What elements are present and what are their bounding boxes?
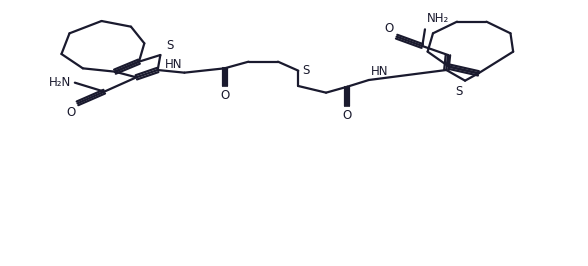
Text: HN: HN <box>371 65 388 78</box>
Text: H₂N: H₂N <box>49 76 71 89</box>
Text: O: O <box>385 22 393 35</box>
Text: S: S <box>166 39 173 52</box>
Text: S: S <box>302 64 310 77</box>
Text: S: S <box>456 85 463 98</box>
Text: HN: HN <box>165 58 182 71</box>
Text: O: O <box>66 106 75 119</box>
Text: NH₂: NH₂ <box>427 12 449 25</box>
Text: O: O <box>343 109 352 122</box>
Text: O: O <box>220 89 229 102</box>
